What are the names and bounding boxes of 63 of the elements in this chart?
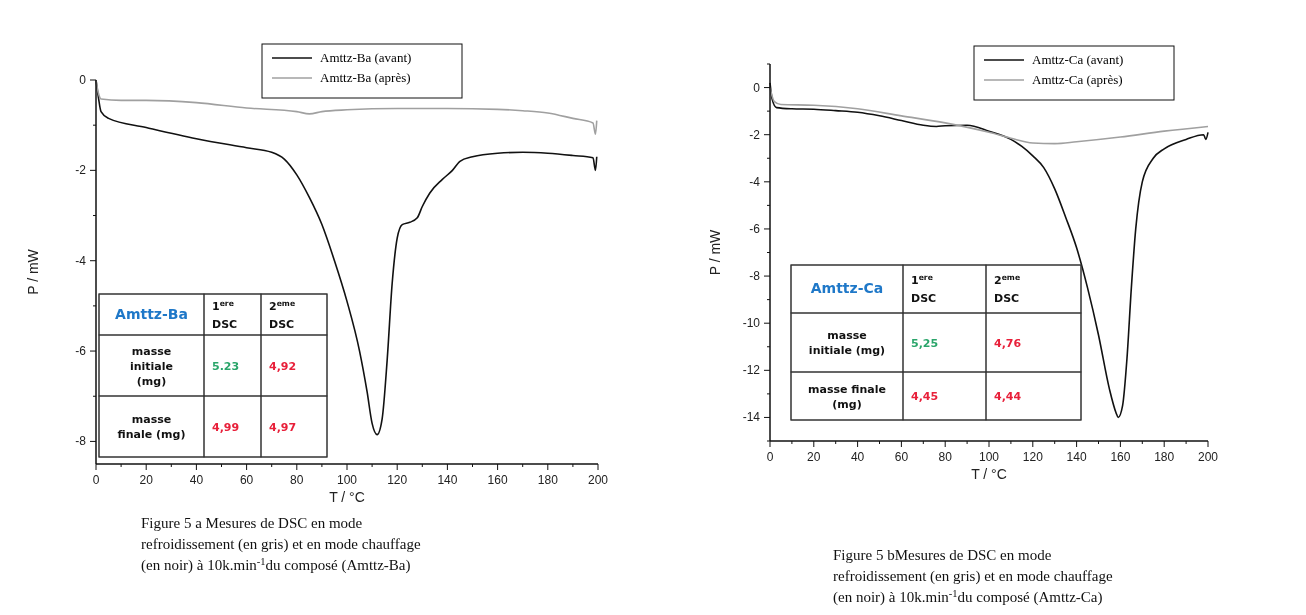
y-tick-label: -8 [749,269,761,284]
annotation: 4,44 [994,390,1022,403]
x-tick-label: 160 [1110,450,1131,464]
annotation: Amttz-Ca [810,280,884,296]
y-tick-label: -8 [75,434,87,449]
y-tick-label: 0 [79,73,87,87]
x-tick-label: 60 [894,450,909,464]
x-tick-label: 20 [807,450,821,464]
text: 1$^{ere}$ DSC [212,298,238,331]
y-axis-title: P / mW [707,228,723,276]
y-tick-label: -6 [749,221,761,236]
legend-label: Amttz-Ba (avant) [320,50,412,65]
annotation: 4,92 [269,359,297,373]
x-tick-label: 180 [1154,450,1175,464]
x-tick-label: 20 [139,473,154,487]
x-tick-label: 100 [978,450,1000,464]
x-tick-label: 120 [1022,450,1044,464]
text: 1$^{ere}$ DSC [911,272,937,305]
y-tick-label: 0 [753,80,761,95]
x-axis-title: T / °C [971,466,1007,482]
y-tick-label: -2 [75,163,87,178]
legend-label: Amttz-Ba (après) [320,70,411,85]
caption: Figure 5 a Mesures de DSC en mode refroidissement (en gris) et en mode chauffage (en noir) à 10k.min$^{-1}$du composé (Amttz-Ba) [141,515,421,574]
x-tick-label: 140 [1066,450,1087,464]
legend-label: Amttz-Ca (avant) [1032,52,1124,67]
y-tick-label: -2 [749,127,761,142]
annotation: Amttz-Ba [115,305,188,322]
annotation: masse initiale (mg) [808,329,886,357]
x-tick-label: 60 [239,473,254,487]
x-tick-label: 0 [92,473,100,487]
annotation: masse initiale (mg) [129,344,174,388]
x-tick-label: 80 [290,473,304,487]
y-tick-label: -10 [742,316,761,331]
y-tick-label: -4 [749,174,761,189]
x-tick-label: 200 [587,473,609,487]
annotation: 5,25 [911,336,939,350]
y-tick-label: -14 [742,410,761,425]
x-tick-label: 80 [938,450,953,464]
x-tick-label: 200 [1197,450,1219,464]
y-axis-title: P / mW [25,248,41,295]
annotation: 4,99 [212,420,240,434]
text: 2$^{eme}$ DSC [994,272,1021,305]
x-tick-label: 160 [487,473,508,487]
annotation: masse finale (mg) [117,413,186,441]
x-tick-label: 120 [387,473,408,487]
x-tick-label: 40 [850,450,865,464]
x-tick-label: 140 [437,473,458,487]
annotation: 4,45 [911,390,939,403]
annotation: 4,76 [994,336,1022,350]
annotation: masse finale (mg) [808,382,886,411]
y-tick-label: -6 [75,344,87,359]
text: 2$^{eme}$ DSC [269,298,296,331]
x-axis-title: T / °C [329,489,365,505]
annotation: 5.23 [212,359,240,373]
annotation: 4,97 [269,420,297,434]
legend-label: Amttz-Ca (après) [1032,72,1123,87]
y-tick-label: -12 [742,363,761,378]
y-tick-label: -4 [75,253,87,268]
x-tick-label: 100 [336,473,358,487]
x-tick-label: 180 [537,473,559,487]
x-tick-label: 40 [189,473,204,487]
x-tick-label: 0 [766,450,774,464]
caption: Figure 5 bMesures de DSC en mode refroidissement (en gris) et en mode chauffage (en noir) à 10k.min$^{-1}$du composé (Amttz-Ca) [833,547,1113,606]
